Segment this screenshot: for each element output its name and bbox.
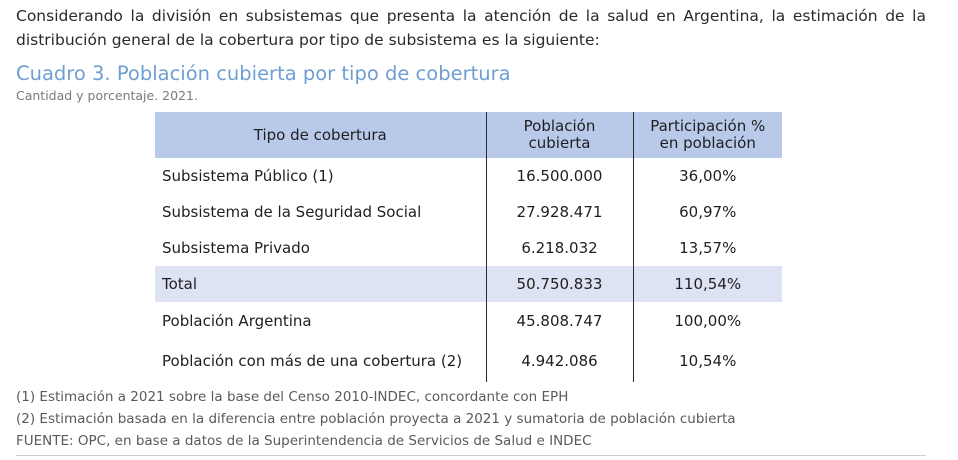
row-name: Población con más de una cobertura (2) (162, 351, 463, 370)
row-population: 6.218.032 (485, 230, 633, 266)
row-name: Total (155, 266, 486, 302)
intro-paragraph: Considerando la división en subsistemas … (16, 7, 926, 49)
source-note: FUENTE: OPC, en base a datos de la Super… (16, 433, 592, 449)
table-header-row: Tipo de cobertura Población cubierta Par… (155, 112, 782, 158)
table-row: Subsistema de la Seguridad Social 27.928… (155, 194, 782, 230)
table-row: Subsistema Privado 6.218.032 13,57% (155, 230, 782, 266)
row-share: 10,54% (632, 340, 782, 382)
row-population: 45.808.747 (485, 302, 633, 340)
table-row: Subsistema Público (1) 16.500.000 36,00% (155, 158, 782, 194)
header-share-line1: Participación % (650, 117, 766, 135)
row-population: 50.750.833 (485, 266, 633, 302)
row-share: 100,00% (632, 302, 782, 340)
bottom-divider (16, 455, 926, 456)
row-name: Subsistema de la Seguridad Social (162, 203, 422, 221)
header-population: Población cubierta (485, 112, 633, 158)
header-coverage-type: Tipo de cobertura (155, 112, 486, 158)
row-name: Subsistema Privado (162, 239, 310, 257)
footnote-2: (2) Estimación basada en la diferencia e… (16, 411, 736, 427)
table-row: Población con más de una cobertura (2) 4… (155, 340, 782, 382)
row-share: 60,97% (632, 194, 782, 230)
footnotes: (1) Estimación a 2021 sobre la base del … (16, 386, 736, 452)
row-share: 36,00% (632, 158, 782, 194)
table-title: Cuadro 3. Población cubierta por tipo de… (16, 62, 511, 85)
header-share-line2: en población (659, 134, 756, 152)
row-share: 13,57% (632, 230, 782, 266)
row-population: 27.928.471 (485, 194, 633, 230)
table-row: Población Argentina 45.808.747 100,00% (155, 302, 782, 340)
row-name: Población Argentina (162, 312, 312, 330)
row-population: 16.500.000 (485, 158, 633, 194)
table-subtitle: Cantidad y porcentaje. 2021. (16, 88, 198, 103)
row-population: 4.942.086 (485, 340, 633, 382)
header-population-line2: cubierta (528, 134, 591, 152)
row-name: Subsistema Público (1) (162, 167, 334, 185)
header-population-line1: Población (523, 117, 596, 135)
footnote-1: (1) Estimación a 2021 sobre la base del … (16, 389, 569, 405)
coverage-table: Tipo de cobertura Población cubierta Par… (155, 112, 782, 382)
row-share: 110,54% (632, 266, 782, 302)
header-share: Participación % en población (632, 112, 782, 158)
table-row-total: Total 50.750.833 110,54% (155, 266, 782, 302)
